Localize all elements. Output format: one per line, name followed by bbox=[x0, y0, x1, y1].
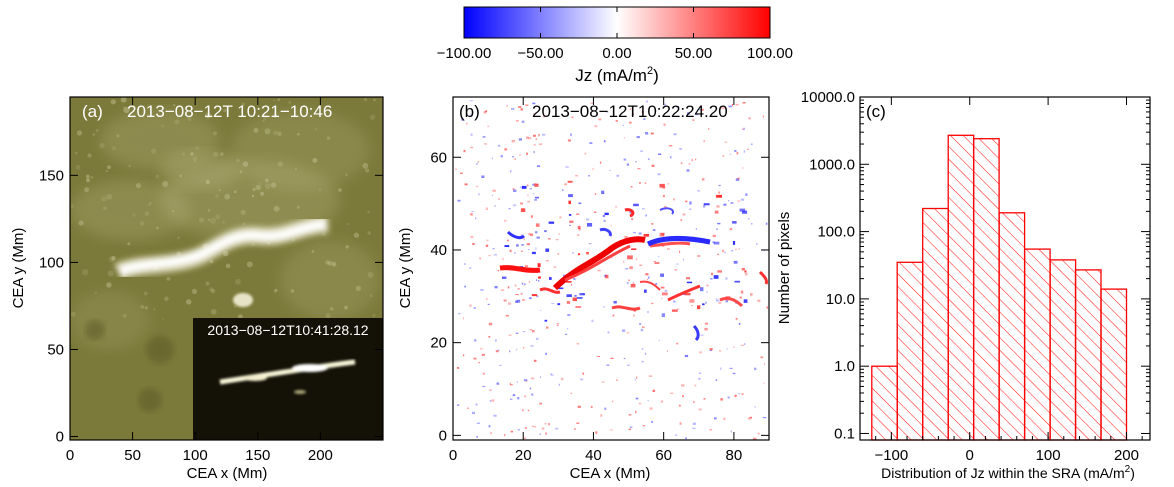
panel-a-xlabel: CEA x (Mm) bbox=[187, 465, 268, 482]
panel-b-axes: 0 20 40 60 80 0 20 40 60 bbox=[430, 97, 769, 464]
histogram-bar bbox=[1074, 269, 1102, 441]
panel-a-ytick-label: 50 bbox=[47, 341, 64, 358]
colorbar-tick-label: 0.00 bbox=[602, 45, 631, 62]
panel-c-xtick-label: 0 bbox=[966, 447, 974, 464]
panel-a-xtick-label: 50 bbox=[124, 447, 141, 464]
colorbar-tick-label: −100.00 bbox=[437, 45, 492, 62]
panel-a-xtick-label: 200 bbox=[308, 447, 333, 464]
histogram-bar bbox=[1023, 248, 1051, 441]
colorbar: −100.00 −50.00 0.00 50.00 100.00 Jz (mA/m2) bbox=[437, 6, 793, 85]
panel-a-image-texture bbox=[70, 96, 380, 412]
panel-b-timestamp: 2013−08−12T10:22:24.20 bbox=[532, 102, 728, 121]
histogram-bar bbox=[896, 261, 924, 441]
colorbar-tick-label: −50.00 bbox=[517, 45, 563, 62]
colorbar-tick-label: 100.00 bbox=[747, 45, 793, 62]
histogram-bar bbox=[1100, 288, 1128, 441]
histogram-bar bbox=[972, 138, 1000, 441]
panel-c-xlabel: Distribution of Jz within the SRA (mA/m2… bbox=[881, 464, 1135, 481]
panel-a-axes: 0 50 100 150 200 0 50 100 150 bbox=[39, 97, 383, 464]
histogram-bar bbox=[998, 212, 1026, 441]
panel-a-ylabel: CEA y (Mm) bbox=[10, 228, 27, 309]
colorbar-label: Jz (mA/m2) bbox=[575, 65, 659, 85]
colorbar-gradient bbox=[463, 6, 771, 39]
panel-b-ylabel: CEA y (Mm) bbox=[397, 228, 414, 309]
panel-b: (b) 2013−08−12T10:22:24.20 0 20 40 60 80 0 20 4… bbox=[397, 96, 770, 482]
panel-a-bright-kernel bbox=[233, 293, 253, 307]
panel-c-ytick-label: 100.0 bbox=[817, 224, 855, 241]
panel-a-ytick-label: 150 bbox=[39, 167, 64, 184]
panel-a-ytick-label: 100 bbox=[39, 254, 64, 271]
panel-b-xtick-label: 40 bbox=[585, 447, 602, 464]
histogram-bar bbox=[871, 365, 898, 441]
panel-a-frame bbox=[69, 96, 384, 441]
panel-a: 2013−08−12T10:41:28.12 (a) 2013−08−12T 1… bbox=[10, 96, 384, 482]
panel-a-inset-timestamp: 2013−08−12T10:41:28.12 bbox=[207, 322, 368, 338]
panel-c-ytick-label: 0.1 bbox=[834, 425, 855, 442]
panel-c-axes: −100 0 100 200 0.1 1.0 10.0 100.0 1000.0 10000.0 bbox=[801, 89, 1150, 464]
panel-c-ylabel: Number of pixels bbox=[776, 212, 793, 325]
panel-c-ytick-label: 10.0 bbox=[826, 291, 855, 308]
panel-a-flare-ribbon bbox=[114, 215, 329, 281]
panel-a-xtick-label: 100 bbox=[183, 447, 208, 464]
panel-a-xtick-label: 0 bbox=[66, 447, 74, 464]
panel-b-frame bbox=[452, 96, 770, 441]
panel-c-xtick-label: 100 bbox=[1036, 447, 1061, 464]
panel-b-xtick-label: 60 bbox=[655, 447, 672, 464]
panel-b-current-features bbox=[499, 207, 768, 342]
panel-c-tag: (c) bbox=[866, 102, 886, 121]
panel-a-time-range: 2013−08−12T 10:21−10:46 bbox=[127, 102, 332, 121]
panel-a-ytick-label: 0 bbox=[56, 429, 64, 446]
panel-a-xtick-label: 150 bbox=[245, 447, 270, 464]
panel-a-tag: (a) bbox=[82, 102, 103, 121]
panel-c-xtick-label: 200 bbox=[1114, 447, 1139, 464]
histogram-bar bbox=[947, 134, 975, 441]
panel-b-tag: (b) bbox=[459, 102, 480, 121]
panel-b-ytick-label: 20 bbox=[430, 335, 447, 352]
panel-a-inset: 2013−08−12T10:41:28.12 bbox=[193, 318, 383, 440]
panel-c-xtick-label: −100 bbox=[874, 447, 908, 464]
panel-b-xtick-label: 20 bbox=[515, 447, 532, 464]
panel-b-xtick-label: 0 bbox=[449, 447, 457, 464]
panel-c-frame bbox=[859, 96, 1151, 441]
panel-b-ytick-label: 60 bbox=[430, 149, 447, 166]
histogram-bar bbox=[922, 207, 949, 441]
colorbar-ticks: −100.00 −50.00 0.00 50.00 100.00 bbox=[437, 7, 793, 62]
panel-c-ytick-label: 1.0 bbox=[834, 358, 855, 375]
panel-c-ytick-label: 1000.0 bbox=[809, 156, 855, 173]
panel-c-histogram bbox=[871, 134, 1128, 441]
panel-c: (c) −100 0 100 200 0.1 1.0 10.0 100.0 1000.0 1000… bbox=[776, 89, 1151, 481]
panel-b-xtick-label: 80 bbox=[726, 447, 743, 464]
panel-c-ytick-label: 10000.0 bbox=[801, 89, 855, 106]
panel-b-ytick-label: 0 bbox=[439, 427, 447, 444]
histogram-bar bbox=[1049, 259, 1077, 441]
panel-b-ytick-label: 40 bbox=[430, 242, 447, 259]
colorbar-tick-label: 50.00 bbox=[675, 45, 713, 62]
panel-b-xlabel: CEA x (Mm) bbox=[570, 465, 651, 482]
